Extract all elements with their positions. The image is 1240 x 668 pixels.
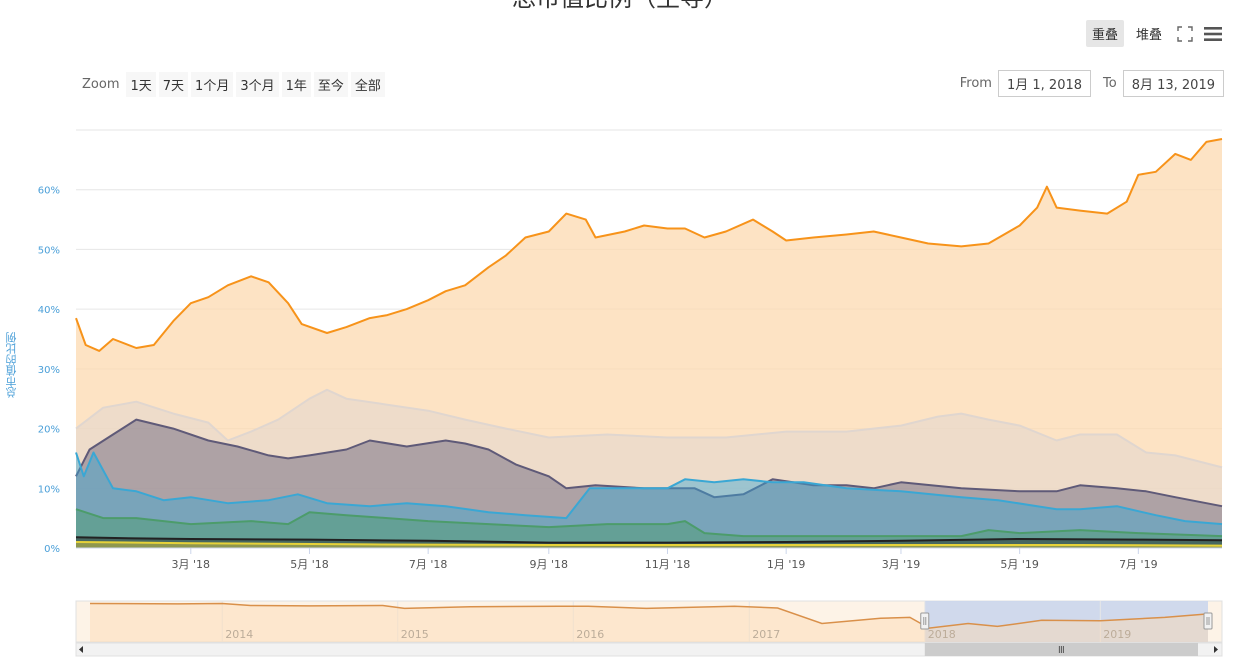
- scrollbar-thumb: [924, 643, 1198, 656]
- navigator-handle-left: [920, 612, 930, 630]
- zoom-ytd-button[interactable]: 至今: [313, 72, 348, 97]
- zoom-1m-button[interactable]: 1个月: [191, 72, 234, 97]
- series-line-2: [75, 418, 1223, 508]
- zoom-1y-button[interactable]: 1年: [281, 72, 311, 97]
- y-tick-label: 60%: [38, 186, 60, 197]
- y-tick-label: 10%: [38, 484, 60, 495]
- series-line-0: [75, 138, 1223, 352]
- navigator-year-label: 2015: [401, 628, 429, 641]
- x-tick-label: 7月 '19: [1119, 558, 1158, 571]
- series-line-1: [75, 388, 1223, 469]
- x-tick-label: 1月 '19: [767, 558, 806, 571]
- series-line-6: [75, 541, 1223, 547]
- navigator-year-label: 2019: [1103, 628, 1131, 641]
- navigator-background: [75, 600, 1223, 643]
- navigator-handle-right: [1203, 612, 1213, 630]
- series-area-0: [76, 139, 1222, 548]
- x-tick-label: 5月 '19: [1000, 558, 1039, 571]
- zoom-3m-button[interactable]: 3个月: [236, 72, 279, 97]
- date-range: From 1月 1, 2018 To 8月 13, 2019: [960, 70, 1224, 97]
- from-label: From: [959, 76, 992, 91]
- scroll-right-icon: [1214, 646, 1218, 653]
- zoom-7d-button[interactable]: 7天: [158, 72, 189, 97]
- zoom-label: Zoom: [82, 77, 120, 92]
- x-tick-label: 5月 '18: [290, 558, 329, 571]
- x-tick-label: 9月 '18: [530, 558, 569, 571]
- zoom-1d-button[interactable]: 1天: [126, 72, 156, 97]
- y-axis-title: 总市值的比例: [5, 332, 18, 398]
- plot-area: [76, 130, 1222, 548]
- scrollbar-track: [75, 642, 1223, 657]
- x-tick-label: 3月 '18: [172, 558, 211, 571]
- zoom-selector: Zoom 1天 7天 1个月 3个月 1年 至今 全部: [82, 72, 385, 97]
- navigator-line: [89, 602, 1209, 629]
- scroll-left-icon: [79, 646, 83, 653]
- x-tick-label: 11月 '18: [645, 558, 691, 571]
- series-area-5: [76, 537, 1222, 548]
- chart-title: 总市值比例（主导）: [0, 0, 1240, 13]
- y-tick-label: 50%: [38, 245, 60, 256]
- navigator-year-label: 2017: [752, 628, 780, 641]
- series-area-3: [76, 452, 1222, 548]
- navigator-year-label: 2018: [928, 628, 956, 641]
- y-tick-label: 20%: [38, 425, 60, 436]
- navigator-year-label: 2014: [225, 628, 253, 641]
- y-tick-label: 0%: [44, 544, 60, 555]
- zoom-all-button[interactable]: 全部: [350, 72, 385, 97]
- series-area-2: [76, 419, 1222, 548]
- series-area-1: [76, 389, 1222, 548]
- series-area-6: [76, 542, 1222, 548]
- y-tick-label: 30%: [38, 365, 60, 376]
- navigator-area: [90, 603, 1208, 642]
- chart-toolbar: 重叠 堆叠: [1085, 20, 1224, 47]
- fullscreen-icon[interactable]: [1174, 23, 1196, 45]
- to-label: To: [1103, 76, 1117, 91]
- series-area-4: [76, 509, 1222, 548]
- hamburger-menu-icon[interactable]: [1202, 23, 1224, 45]
- navigator-selection: [924, 601, 1208, 642]
- to-date-input[interactable]: 8月 13, 2019: [1122, 70, 1224, 97]
- x-tick-label: 7月 '18: [409, 558, 448, 571]
- stacked-mode-button[interactable]: 堆叠: [1135, 28, 1162, 43]
- from-date-input[interactable]: 1月 1, 2018: [997, 70, 1092, 97]
- overlap-mode-button[interactable]: 重叠: [1085, 20, 1124, 47]
- x-tick-label: 3月 '19: [882, 558, 921, 571]
- navigator-year-label: 2016: [576, 628, 604, 641]
- y-tick-label: 40%: [38, 305, 60, 316]
- series-line-3: [75, 451, 1223, 526]
- series-line-5: [75, 536, 1223, 544]
- series-line-4: [75, 508, 1223, 538]
